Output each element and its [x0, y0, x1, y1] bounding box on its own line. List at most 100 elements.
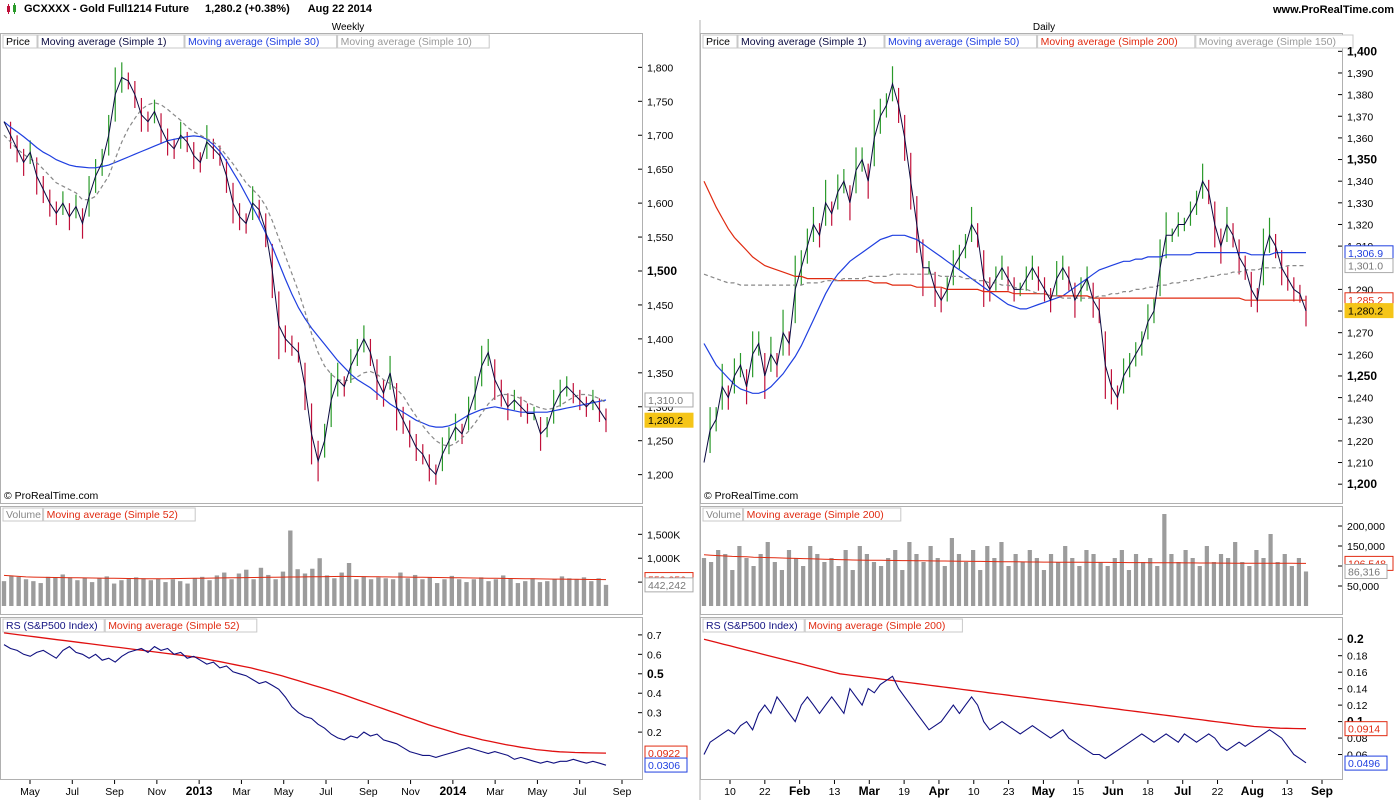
weekly-price-ytick-label: 1,750 [647, 96, 673, 108]
daily-volume-bar [815, 554, 820, 606]
daily-volume-bar [1077, 566, 1082, 606]
daily-volume-bar [1119, 550, 1124, 606]
daily-price-ytick-label: 1,380 [1347, 90, 1373, 102]
daily-volume-bar [701, 558, 707, 606]
daily-volume-ytick-label: 200,000 [1347, 521, 1385, 533]
daily-price-xtick-label: Sep [1311, 784, 1333, 798]
daily-price-ytick-label: 1,260 [1347, 349, 1373, 361]
weekly-volume-bar [38, 583, 43, 606]
weekly-rs-ytick-label: 0.4 [647, 688, 662, 700]
weekly-price-ytick-label: 1,450 [647, 300, 673, 312]
weekly-rs-ytick-label: 0.6 [647, 649, 662, 661]
daily-volume-value-label-1: 86,316 [1348, 566, 1380, 578]
daily-volume-bar [1211, 562, 1217, 606]
site-url[interactable]: www.ProRealTime.com [1272, 4, 1394, 16]
weekly-price-value-box-0 [644, 392, 694, 408]
daily-price-ytick-label: 1,370 [1347, 111, 1373, 123]
daily-rs-value-label-0: 0.0914 [1348, 724, 1380, 736]
daily-volume-bar [1006, 566, 1011, 606]
daily-volume-bar [857, 546, 862, 606]
daily-volume-bar [1169, 554, 1174, 606]
weekly-rs-value-label-1: 0.0306 [648, 760, 680, 772]
weekly-price-xtick-label: Mar [232, 786, 251, 798]
weekly-price-ytick-label: 1,550 [647, 232, 673, 244]
daily-rs-ytick-label: 0.12 [1347, 700, 1368, 712]
daily-price-ytick-label: 1,320 [1347, 219, 1373, 231]
weekly-volume-bar [229, 579, 234, 606]
weekly-price-ytick-label: 1,500 [647, 264, 677, 278]
weekly-volume-bar [155, 578, 161, 606]
weekly-volume-bar [53, 577, 58, 606]
weekly-price-xtick-label: Sep [613, 786, 632, 798]
weekly-rs-ytick-label: 0.7 [647, 630, 662, 642]
daily-volume-bar [1041, 570, 1047, 606]
weekly-rs-value-label-0: 0.0922 [648, 748, 680, 760]
weekly-price-legend-2: Moving average (Simple 30) [188, 36, 319, 48]
weekly-price-xtick-label: May [274, 786, 295, 798]
daily-rs-value-box-1 [1344, 755, 1388, 771]
weekly-volume-bar [405, 578, 410, 606]
quote-date: Aug 22 2014 [307, 3, 372, 15]
daily-volume-bar [1240, 562, 1245, 606]
daily-volume-bar [765, 542, 770, 606]
daily-volume-bar [907, 542, 912, 606]
daily-volume-bar [1013, 554, 1018, 606]
weekly-price-xtick-label: Sep [105, 786, 124, 798]
daily-price-series-2 [703, 180, 1306, 301]
daily-price-value-box-3 [1344, 303, 1394, 319]
daily-volume-bar [1218, 554, 1224, 606]
daily-volume-bar [716, 550, 721, 606]
daily-title: Daily [1033, 22, 1055, 33]
daily-price-series-1 [703, 234, 1306, 394]
weekly-volume-bar [178, 581, 183, 606]
weekly-volume-bar [420, 579, 425, 606]
weekly-price-ytick-label: 1,800 [647, 62, 673, 74]
daily-volume-bar [999, 542, 1004, 606]
weekly-volume-bar [354, 579, 359, 606]
daily-volume-bar [758, 554, 763, 606]
daily-price-legend-box-0 [702, 34, 738, 49]
weekly-rs-value-box-1 [644, 757, 688, 773]
weekly-volume-bar [339, 572, 344, 606]
daily-volume-bar [1247, 566, 1252, 606]
weekly-volume-bar [508, 578, 513, 606]
daily-volume-bar [956, 554, 962, 606]
daily-volume-bar [1098, 562, 1103, 606]
weekly-price-ytick-label: 1,350 [647, 368, 673, 380]
daily-volume-bar [1056, 562, 1061, 606]
daily-price-xtick-label: 10 [724, 786, 736, 798]
daily-volume-bar [928, 546, 933, 606]
weekly-price-credit: © ProRealTime.com [4, 490, 99, 502]
weekly-volume-bar [67, 577, 73, 606]
daily-volume-bar [1155, 566, 1160, 606]
weekly-price-xtick-label: Nov [401, 786, 420, 798]
weekly-volume-bar [60, 574, 65, 606]
weekly-rs-frame [0, 617, 643, 780]
daily-volume-legend-box-0 [702, 507, 744, 522]
weekly-volume-bar [427, 577, 432, 606]
daily-volume-bar [1197, 566, 1202, 606]
daily-price-ytick-label: 1,230 [1347, 414, 1373, 426]
daily-price-series-3 [703, 265, 1306, 299]
weekly-volume-bar [501, 575, 506, 606]
weekly-volume-bar [214, 575, 220, 606]
daily-volume-bar [801, 566, 806, 606]
weekly-volume-bar [258, 567, 264, 606]
weekly-volume-bar [456, 579, 462, 606]
weekly-volume-bar [383, 578, 388, 606]
weekly-price-xtick-label: Sep [359, 786, 378, 798]
daily-volume-bar [1233, 542, 1238, 606]
weekly-volume-bar [273, 579, 278, 606]
daily-rs-ma-line [703, 638, 1307, 730]
daily-price-xtick-label: Apr [929, 784, 950, 798]
daily-price-xtick-label: 13 [1281, 786, 1293, 798]
daily-price-ytick-label: 1,220 [1347, 436, 1373, 448]
daily-price-xtick-label: Feb [789, 784, 810, 798]
weekly-price-series-1 [3, 121, 607, 428]
weekly-volume-bar [280, 571, 286, 606]
weekly-volume-bar [552, 579, 557, 606]
daily-price-ytick-label: 1,200 [1347, 477, 1377, 491]
candlestick-chart-icon [7, 3, 16, 14]
daily-volume-bar [886, 558, 891, 606]
weekly-volume-bar [126, 578, 131, 606]
